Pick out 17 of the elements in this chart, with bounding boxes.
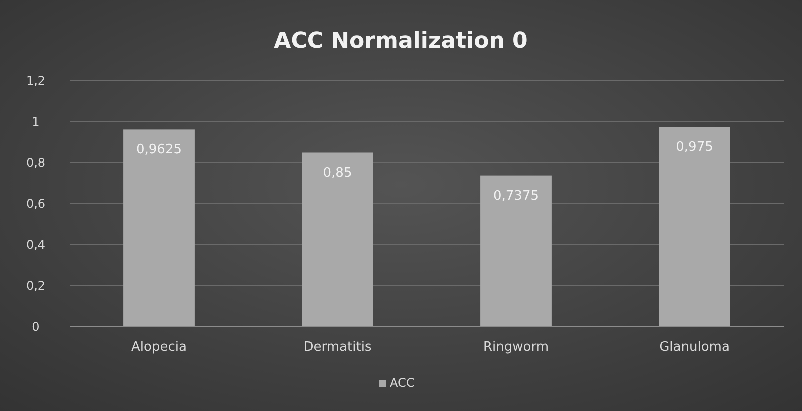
y-tick-label: 0,8	[26, 156, 46, 170]
data-label: 0,85	[323, 166, 352, 181]
x-tick-label: Alopecia	[132, 340, 187, 355]
chart-title: ACC Normalization 0	[274, 29, 528, 54]
y-tick-label: 0,4	[26, 238, 46, 252]
legend-label: ACC	[390, 376, 415, 390]
data-label: 0,9625	[136, 142, 182, 158]
x-tick-label: Dermatitis	[304, 340, 372, 355]
y-tick-label: 1,2	[26, 74, 46, 88]
y-tick-label: 0,2	[26, 279, 46, 294]
y-tick-label: 0	[32, 320, 40, 334]
data-label: 0,975	[676, 140, 714, 156]
x-tick-label: Ringworm	[483, 340, 550, 355]
x-tick-label: Glanuloma	[660, 340, 730, 355]
y-tick-label: 0,6	[26, 197, 46, 212]
data-label: 0,7375	[494, 188, 539, 204]
y-tick-label: 1	[32, 115, 40, 130]
